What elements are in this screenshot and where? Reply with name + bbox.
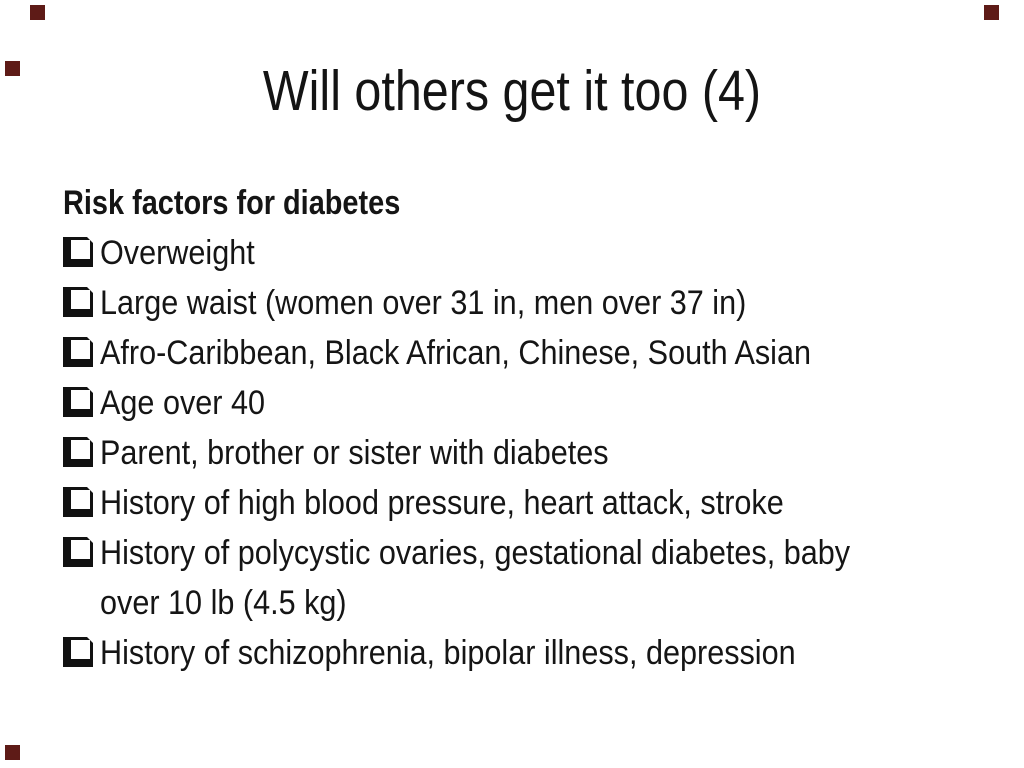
bullet-text: History of high blood pressure, heart at… — [100, 484, 784, 522]
bullet-item: History of schizophrenia, bipolar illnes… — [63, 628, 1003, 678]
checkbox-bullet-icon — [63, 387, 93, 417]
bullet-item: History of polycystic ovaries, gestation… — [63, 528, 1003, 628]
corner-marker-top-left-2 — [5, 61, 20, 76]
checkbox-bullet-icon — [63, 337, 93, 367]
bullet-text: Afro-Caribbean, Black African, Chinese, … — [100, 334, 811, 372]
bullet-text: Overweight — [100, 234, 255, 272]
bullet-text: History of polycystic ovaries, gestation… — [100, 534, 851, 622]
checkbox-bullet-icon — [63, 237, 93, 267]
bullet-text: Age over 40 — [100, 384, 266, 422]
bullet-item: History of high blood pressure, heart at… — [63, 478, 1003, 528]
bullet-item: Afro-Caribbean, Black African, Chinese, … — [63, 328, 1003, 378]
bullet-item: Overweight — [63, 228, 1003, 278]
checkbox-bullet-icon — [63, 437, 93, 467]
corner-marker-top-left-1 — [30, 5, 45, 20]
bullet-item: Large waist (women over 31 in, men over … — [63, 278, 1003, 328]
bullet-item: Age over 40 — [63, 378, 1003, 428]
bullet-item: Parent, brother or sister with diabetes — [63, 428, 1003, 478]
checkbox-bullet-icon — [63, 487, 93, 517]
section-heading: Risk factors for diabetes — [63, 184, 401, 222]
bullet-list: Overweight Large waist (women over 31 in… — [63, 228, 1003, 678]
bullet-text: Parent, brother or sister with diabetes — [100, 434, 609, 472]
bullet-text: History of schizophrenia, bipolar illnes… — [100, 634, 796, 672]
checkbox-bullet-icon — [63, 537, 93, 567]
slide-title: Will others get it too (4) — [262, 59, 762, 123]
slide-body: Risk factors for diabetes Overweight Lar… — [63, 178, 1003, 678]
corner-marker-bottom-left — [5, 745, 20, 760]
bullet-text: Large waist (women over 31 in, men over … — [100, 284, 747, 322]
corner-marker-top-right — [984, 5, 999, 20]
checkbox-bullet-icon — [63, 287, 93, 317]
checkbox-bullet-icon — [63, 637, 93, 667]
